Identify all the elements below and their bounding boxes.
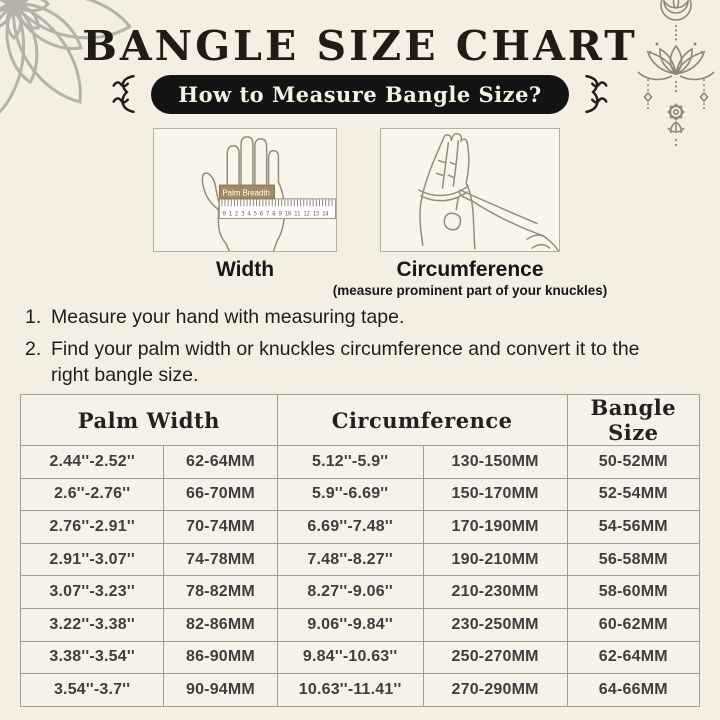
table-cell: 62-64MM: [163, 445, 278, 479]
table-cell: 54-56MM: [566, 510, 701, 544]
table-cell: 6.69''-7.48'': [276, 510, 424, 544]
table-cell: 82-86MM: [163, 607, 278, 642]
table-cell: 86-90MM: [163, 640, 278, 675]
table-cell: 7.48''-8.27'': [276, 542, 424, 577]
table-cell: 2.44''-2.52'': [19, 445, 165, 479]
table-cell: 78-82MM: [163, 575, 278, 609]
table-cell: 62-64MM: [566, 640, 701, 675]
curly-flourish-right-icon: [585, 74, 608, 114]
mandala-flower-icon: [0, 0, 136, 126]
table-cell: 3.22''-3.38'': [19, 607, 165, 642]
instruction-item: 1. Measure your hand with measuring tape…: [25, 305, 685, 330]
table-row: 2.44''-2.52'' 62-64MM 5.12''-5.9'' 130-150M…: [19, 445, 701, 479]
header-circumference: Circumference: [276, 394, 568, 446]
table-row: 3.38''-3.54'' 86-90MM 9.84''-10.63'' 250-27…: [19, 640, 701, 675]
ruler-numbers: 0 1 2 3 4 5 6 7 8 9 10 11 12 13 14: [222, 212, 330, 218]
width-illustration-box: 0 1 2 3 4 5 6 7 8 9 10 11 12 13 14 Palm …: [153, 128, 337, 252]
table-row: 3.07''-3.23'' 78-82MM 8.27''-9.06'' 210-230…: [19, 575, 701, 609]
table-cell: 170-190MM: [422, 510, 568, 544]
table-cell: 150-170MM: [422, 477, 568, 512]
how-to-measure-badge: How to Measure Bangle Size?: [151, 74, 569, 114]
instruction-number: 2.: [25, 338, 42, 361]
table-cell: 230-250MM: [422, 607, 568, 642]
table-cell: 3.54''-3.7'': [19, 673, 165, 707]
circumference-illustration-box: [380, 128, 560, 252]
table-cell: 190-210MM: [422, 542, 568, 577]
header-palm-width: Palm Width: [20, 394, 278, 446]
table-cell: 74-78MM: [163, 542, 278, 577]
table-cell: 9.06''-9.84'': [276, 607, 424, 642]
table-cell: 50-52MM: [566, 445, 701, 479]
table-cell: 5.9''-6.69'': [276, 477, 424, 512]
table-cell: 270-290MM: [422, 673, 568, 707]
hand-width-illustration-icon: 0 1 2 3 4 5 6 7 8 9 10 11 12 13 14 Palm …: [201, 136, 336, 251]
size-table: Palm Width Circumference Bangle Size 2.4…: [19, 394, 701, 707]
width-caption: Width: [215, 258, 275, 281]
table-cell: 64-66MM: [566, 673, 701, 707]
curly-flourish-left-icon: [112, 74, 135, 114]
size-table-body: 2.44''-2.52'' 62-64MM 5.12''-5.9'' 130-150M…: [19, 445, 701, 707]
table-cell: 2.76''-2.91'': [19, 510, 165, 544]
table-cell: 58-60MM: [566, 575, 701, 609]
table-cell: 210-230MM: [422, 575, 568, 609]
table-cell: 66-70MM: [163, 477, 278, 512]
header-bangle-size: Bangle Size: [566, 394, 701, 446]
instruction-number: 1.: [25, 306, 42, 328]
table-header-row: Palm Width Circumference Bangle Size: [20, 394, 701, 446]
table-cell: 250-270MM: [422, 640, 568, 675]
circumference-note: (measure prominent part of your knuckles…: [332, 283, 608, 298]
instructions-list: 1. Measure your hand with measuring tape…: [25, 305, 685, 388]
circumference-caption: Circumference: [396, 258, 544, 281]
table-cell: 52-54MM: [566, 477, 701, 512]
tape-label: Palm Breadth: [222, 188, 270, 197]
table-cell: 2.91''-3.07'': [19, 542, 165, 577]
table-cell: 130-150MM: [422, 445, 568, 479]
table-cell: 9.84''-10.63'': [276, 640, 424, 675]
hanging-lotus-ornament-icon: [637, 0, 715, 147]
table-cell: 70-74MM: [163, 510, 278, 544]
table-row: 3.22''-3.38'' 82-86MM 9.06''-9.84'' 230-250…: [19, 607, 701, 642]
table-cell: 60-62MM: [566, 607, 701, 642]
instruction-text: Find your palm width or knuckles circumf…: [51, 338, 640, 386]
instruction-text: Measure your hand with measuring tape.: [51, 306, 405, 328]
instruction-item: 2. Find your palm width or knuckles circ…: [25, 337, 685, 388]
badge-row: How to Measure Bangle Size?: [0, 72, 720, 116]
page-title: BANGLE SIZE CHART: [82, 22, 638, 70]
table-cell: 5.12''-5.9'': [276, 445, 424, 479]
table-row: 2.6''-2.76'' 66-70MM 5.9''-6.69'' 150-170MM…: [19, 477, 701, 512]
table-cell: 90-94MM: [163, 673, 278, 707]
table-row: 3.54''-3.7'' 90-94MM 10.63''-11.41'' 270-29…: [19, 673, 701, 707]
table-cell: 3.38''-3.54'': [19, 640, 165, 675]
table-cell: 3.07''-3.23'': [19, 575, 165, 609]
hand-circumference-illustration-icon: [418, 132, 559, 251]
table-row: 2.76''-2.91'' 70-74MM 6.69''-7.48'' 170-190…: [19, 510, 701, 544]
table-row: 2.91''-3.07'' 74-78MM 7.48''-8.27'' 190-210…: [19, 542, 701, 577]
table-cell: 10.63''-11.41'': [276, 673, 424, 707]
table-cell: 56-58MM: [566, 542, 701, 577]
table-cell: 2.6''-2.76'': [19, 477, 165, 512]
table-cell: 8.27''-9.06'': [276, 575, 424, 609]
